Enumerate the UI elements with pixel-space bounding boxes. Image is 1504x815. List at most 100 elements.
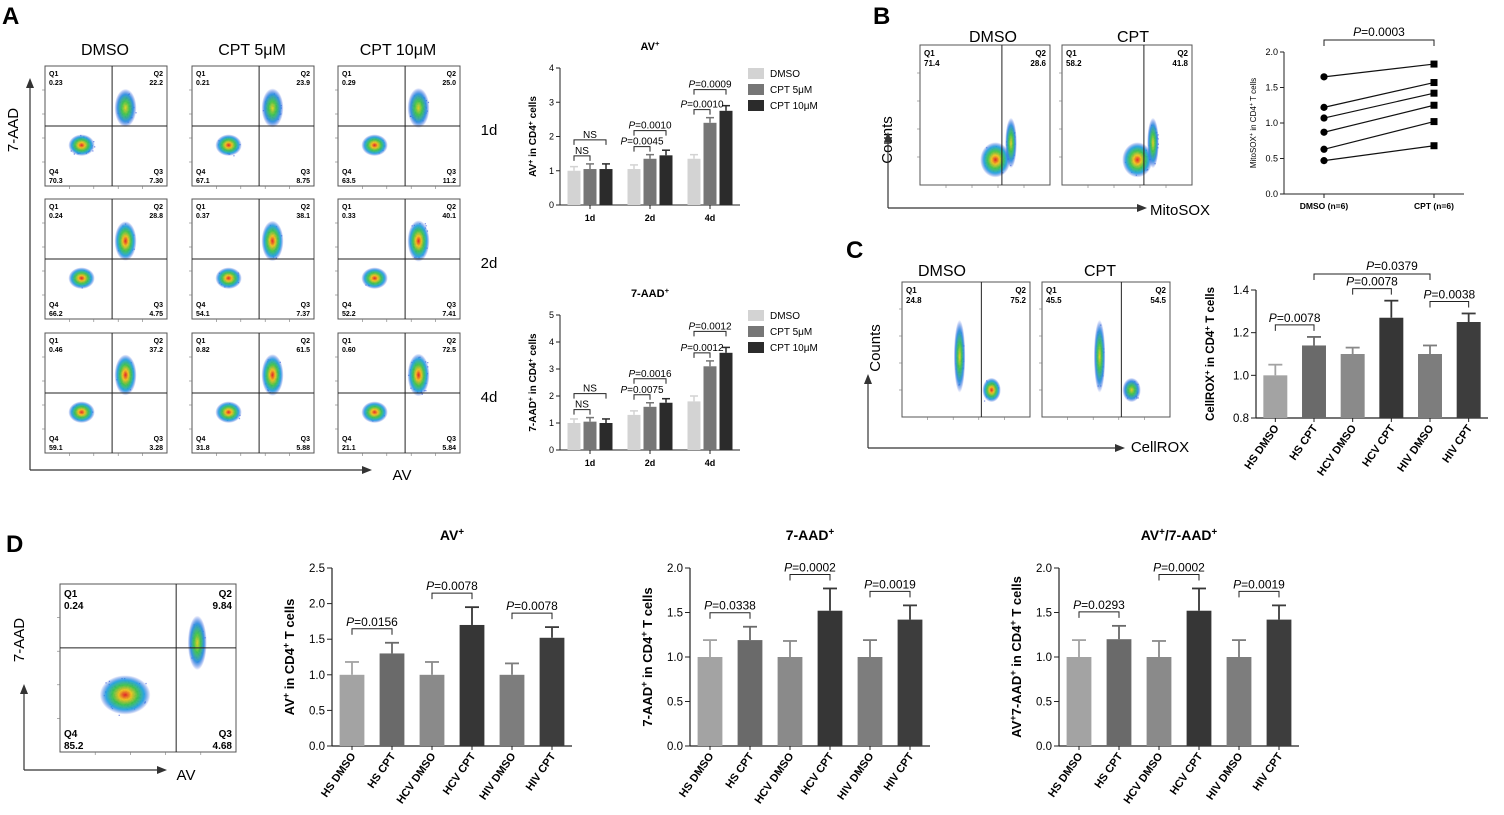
significance-bracket xyxy=(693,352,711,358)
chart-a-7aad: 7-AAD+ 0 1 2 3 4 5 7-AAD+ in CD4+ cells 1d 2d 4d NS… xyxy=(528,286,818,469)
x-tick-label: HIV DMSO xyxy=(1395,422,1436,474)
y-tick-label: 0.5 xyxy=(1265,154,1278,164)
p-value-label: P=0.0078 xyxy=(426,579,478,593)
y-tick-label: 2 xyxy=(549,391,554,401)
x-tick-label: HS DMSO xyxy=(319,750,359,799)
bar xyxy=(737,640,763,746)
panel-a-flow: DMSO CPT 5μM CPT 10μM 7-AAD AV 1d 2d 4d … xyxy=(5,42,497,484)
quadrant-label-q4: Q4 59.1 xyxy=(49,436,63,452)
p-value-label: P=0.0038 xyxy=(1423,287,1475,301)
population-density xyxy=(187,615,207,671)
significance-bracket xyxy=(693,89,727,95)
p-value-label: P=0.0156 xyxy=(346,615,398,629)
significance-bracket xyxy=(1323,39,1435,46)
bar xyxy=(897,619,923,746)
flow-plot-a-r1-c0: Q1 0.24 Q2 28.8 Q4 66.2 Q3 4.75 xyxy=(42,198,168,322)
chart-title: 7-AAD+ xyxy=(786,527,835,544)
bar xyxy=(687,401,701,450)
bar xyxy=(1146,657,1172,746)
population-density xyxy=(1147,117,1159,169)
event-dot xyxy=(118,714,120,716)
y-tick-label: 3 xyxy=(549,97,554,107)
bar xyxy=(643,406,657,450)
panel-label-d: D xyxy=(6,531,23,558)
x-tick-label: CPT (n=6) xyxy=(1414,201,1454,211)
quadrant-label-q4: Q4 67.1 xyxy=(196,169,210,185)
cpt-point xyxy=(1430,118,1438,126)
cpt-point xyxy=(1430,79,1438,87)
quadrant-label-q4: Q4 21.1 xyxy=(342,436,356,452)
bar xyxy=(567,170,581,205)
bar xyxy=(1226,657,1252,746)
y-tick-label: 1.5 xyxy=(309,634,325,646)
col-title-cpt10: CPT 10μM xyxy=(360,42,437,59)
y-tick-label: 1 xyxy=(549,418,554,428)
pair-line xyxy=(1323,92,1435,119)
population-density xyxy=(407,220,430,262)
dmso-point xyxy=(1320,128,1328,136)
p-value-label: P=0.0078 xyxy=(1269,311,1321,325)
quadrant-label-q2: Q2 38.1 xyxy=(296,204,310,220)
quadrant-label-q1: Q1 24.8 xyxy=(906,286,922,305)
bar xyxy=(539,637,565,746)
quadrant-label-q1: Q1 71.4 xyxy=(924,49,940,68)
x-tick-label: HS DMSO xyxy=(1046,750,1086,799)
population-density xyxy=(114,88,137,128)
population-density xyxy=(407,87,430,129)
quadrant-label-q2: Q2 28.6 xyxy=(1030,49,1046,68)
significance-bracket xyxy=(1429,300,1470,308)
bar xyxy=(1456,322,1481,418)
significance-bracket xyxy=(693,330,727,337)
b-x-arrowhead xyxy=(1137,204,1147,212)
y-axis-label: 7-AAD+ in CD4+ cells xyxy=(528,333,540,432)
pair-line xyxy=(1323,81,1435,108)
significance-bracket xyxy=(789,573,831,581)
chart-title: AV+ xyxy=(440,527,464,544)
bar xyxy=(703,122,717,205)
event-dot xyxy=(427,362,429,364)
cpt-point xyxy=(1430,89,1438,97)
population-density xyxy=(980,142,1011,178)
y-tick-label: 1.5 xyxy=(667,608,683,620)
bar xyxy=(379,653,405,746)
y-tick-label: 4 xyxy=(549,337,554,347)
x-tick-label: 1d xyxy=(585,213,596,223)
bar xyxy=(687,158,701,205)
dmso-point xyxy=(1320,157,1328,165)
a-y-axis-label: 7-AAD xyxy=(5,108,22,152)
legend-swatch xyxy=(748,68,764,79)
quadrant-label-q3: Q3 11.2 xyxy=(443,169,456,185)
chart-b-mitosox: 0.0 0.5 1.0 1.5 2.0 MitoSOX+ in CD4+ T cells D… xyxy=(1249,25,1464,211)
quadrant-label-q3: Q3 7.37 xyxy=(296,302,310,318)
x-tick-label: 4d xyxy=(705,458,716,468)
x-tick-label: HS CPT xyxy=(1287,423,1320,463)
bar xyxy=(777,657,803,746)
x-tick-label: HCV DMSO xyxy=(1315,422,1359,478)
chart-a-av: AV+ 0 1 2 3 4 AV+ in CD4+ cells 1d 2d 4d NS NS P=0.0… xyxy=(528,39,818,224)
event-dot xyxy=(425,225,427,227)
quadrant-label-q2: Q2 9.84 xyxy=(213,589,233,612)
quadrant-label-q4: Q4 31.8 xyxy=(196,436,210,452)
x-tick-label: HS CPT xyxy=(365,751,398,791)
bar xyxy=(1302,345,1326,418)
quadrant-label-q1: Q1 0.24 xyxy=(49,204,63,220)
population-density xyxy=(1093,319,1106,393)
bar xyxy=(627,169,641,205)
bar xyxy=(1106,639,1132,746)
quadrant-label-q1: Q1 0.33 xyxy=(342,204,356,220)
significance-bracket xyxy=(573,409,591,415)
flow-plot-a-r1-c1: Q1 0.37 Q2 38.1 Q4 54.1 Q3 7.37 xyxy=(189,198,315,322)
x-tick-label: 2d xyxy=(645,458,656,468)
p-value-label: P=0.0003 xyxy=(1353,25,1405,39)
flow-plot-c-0-frame xyxy=(901,281,1031,418)
x-tick-label: HIV CPT xyxy=(524,751,559,794)
bar xyxy=(583,421,597,450)
significance-bracket xyxy=(351,628,393,635)
quadrant-label-q2: Q2 28.8 xyxy=(149,204,163,220)
significance-bracket xyxy=(431,592,473,600)
bar xyxy=(567,423,581,450)
significance-bracket xyxy=(633,394,651,400)
quadrant-label-q2: Q2 22.2 xyxy=(149,71,163,87)
quadrant-label-q2: Q2 75.2 xyxy=(1010,286,1026,305)
y-tick-label: 0.0 xyxy=(1036,741,1052,753)
